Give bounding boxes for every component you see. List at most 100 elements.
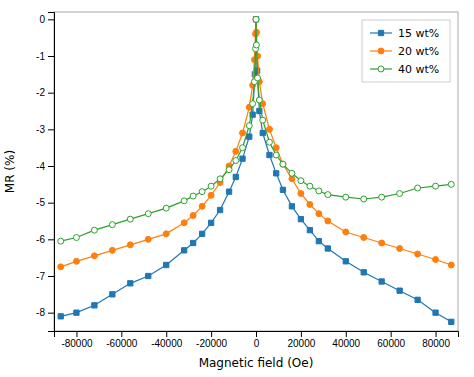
point: [127, 242, 133, 248]
point: [415, 185, 421, 191]
x-axis-tick-mark: [211, 331, 212, 337]
point: [73, 258, 79, 264]
x-axis-tick: 0: [254, 331, 260, 349]
y-axis-tick-label: -2: [36, 87, 45, 98]
legend-symbol: [378, 48, 384, 54]
point: [253, 16, 259, 22]
x-axis-tick: -40000: [151, 331, 183, 349]
series: [58, 16, 455, 269]
point: [280, 161, 286, 167]
point: [316, 188, 322, 194]
point: [146, 273, 151, 278]
y-axis-tick-label: -3: [36, 124, 45, 135]
y-axis-tick-mark: [48, 19, 54, 20]
point: [250, 101, 256, 107]
point: [260, 130, 265, 135]
point: [247, 134, 252, 139]
point: [226, 167, 232, 173]
plot-frame: [54, 12, 458, 331]
point: [415, 297, 420, 302]
point: [274, 171, 279, 176]
legend-item: 15 wt%: [370, 27, 439, 40]
x-axis-tick: 60000: [377, 331, 405, 349]
point: [448, 262, 454, 268]
x-axis-tick-label: 20000: [287, 338, 315, 349]
y-axis-tick-mark: [48, 93, 54, 94]
x-axis-tick-label: 40000: [332, 338, 360, 349]
x-axis-tick-label: -20000: [196, 338, 228, 349]
point: [316, 239, 321, 244]
point: [91, 227, 97, 233]
point: [273, 152, 279, 158]
x-axis-tick: 40000: [332, 331, 360, 349]
y-axis-tick-label: -8: [36, 307, 45, 318]
point: [253, 42, 259, 48]
point: [397, 246, 403, 252]
point: [58, 238, 64, 244]
y-axis-tick: -4: [36, 161, 54, 172]
y-axis-tick-mark: [48, 276, 54, 277]
x-axis-tick: -80000: [61, 331, 93, 349]
x-axis-tick-label: 60000: [377, 338, 405, 349]
legend-item: 20 wt%: [370, 45, 439, 58]
point: [163, 231, 169, 237]
y-axis-tick-label: -4: [36, 161, 45, 172]
y-axis-tick-mark: [48, 203, 54, 204]
point: [298, 191, 304, 197]
x-axis-tick-mark: [391, 331, 392, 337]
y-axis-line: [48, 13, 55, 332]
point: [307, 202, 313, 208]
point: [255, 75, 261, 81]
y-axis-tick-label: -6: [36, 234, 45, 245]
x-axis-tick: -20000: [196, 331, 228, 349]
point: [266, 126, 272, 132]
point: [217, 207, 222, 212]
point: [307, 228, 312, 233]
point: [58, 314, 63, 319]
y-axis-tick-label: 0: [39, 14, 45, 25]
point: [449, 319, 454, 324]
point: [58, 264, 64, 270]
y-axis-tick-label: -1: [36, 51, 45, 62]
y-axis-tick: -3: [36, 124, 54, 135]
point: [361, 235, 367, 241]
point: [260, 117, 266, 123]
point: [325, 246, 330, 251]
point: [280, 187, 285, 192]
point: [92, 303, 97, 308]
x-axis-tick-mark: [166, 331, 167, 337]
legend-symbol: [378, 30, 383, 35]
point: [433, 310, 438, 315]
legend-item: 40 wt%: [370, 63, 439, 76]
x-axis-line: [55, 332, 459, 338]
point: [191, 240, 196, 245]
y-axis-tick-label: -5: [36, 197, 45, 208]
x-axis-tick-label: 0: [254, 338, 260, 349]
point: [246, 123, 252, 129]
point: [240, 145, 246, 151]
point: [253, 16, 259, 22]
point: [343, 259, 348, 264]
y-axis-tick-mark: [48, 313, 54, 314]
point: [298, 217, 303, 222]
point: [298, 178, 304, 184]
y-axis-tick: -6: [36, 234, 54, 245]
point: [163, 205, 169, 211]
y-axis-tick: -8: [36, 307, 54, 318]
point: [361, 270, 366, 275]
point: [217, 176, 223, 182]
point: [233, 158, 239, 164]
point: [256, 97, 262, 103]
point: [109, 222, 115, 228]
point: [91, 253, 97, 259]
point: [379, 279, 384, 284]
legend: 15 wt% 20 wt% 40 wt%: [362, 20, 450, 82]
point: [433, 183, 439, 189]
point: [145, 211, 151, 217]
x-axis-tick-label: -60000: [106, 338, 138, 349]
x-axis-tick-mark: [76, 331, 77, 337]
point: [361, 196, 367, 202]
x-axis-tick: -60000: [106, 331, 138, 349]
point: [307, 183, 313, 189]
point: [233, 174, 238, 179]
